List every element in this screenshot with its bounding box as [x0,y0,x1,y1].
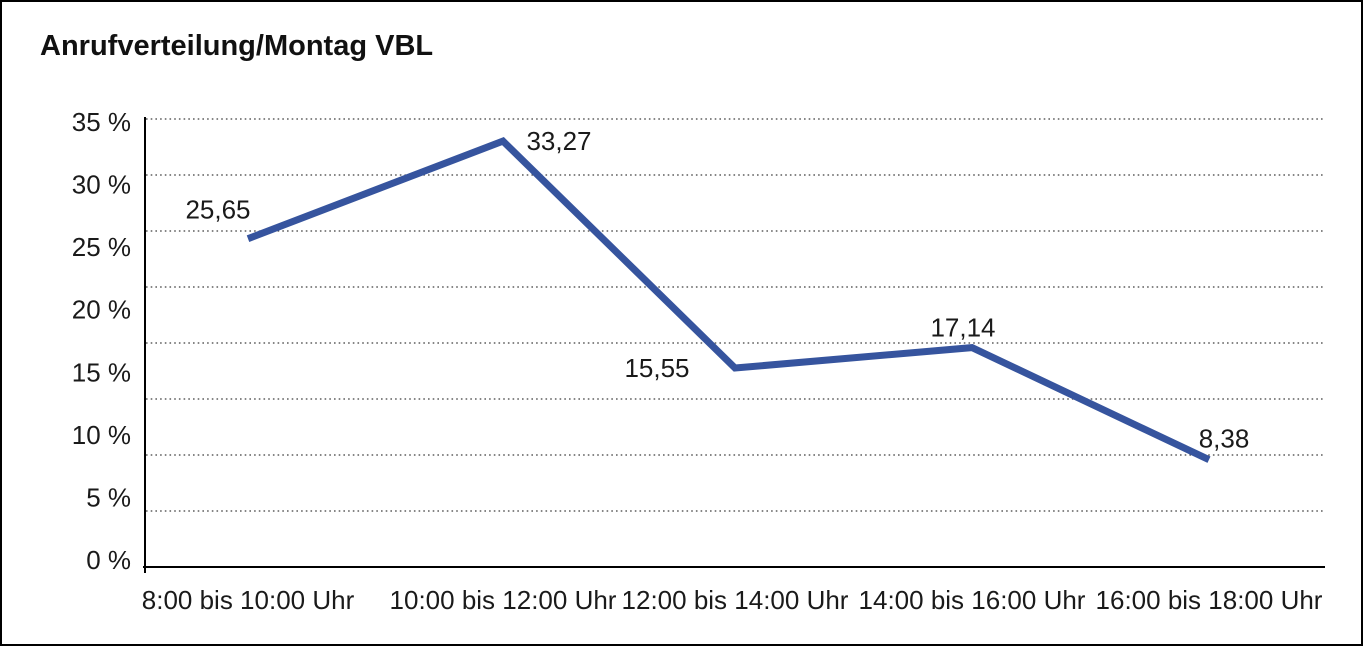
data-point-label: 17,14 [930,313,995,343]
x-axis-tick-label: 14:00 bis 16:00 Uhr [859,585,1086,615]
y-axis-tick-label: 10 % [72,420,131,450]
y-axis-tick-label: 20 % [72,295,131,325]
y-axis-tick-label: 30 % [72,170,131,200]
data-point-label: 15,55 [624,353,689,383]
y-axis-tick-label: 0 % [86,545,131,575]
data-point-label: 25,65 [185,195,250,225]
data-point-label: 8,38 [1199,424,1250,454]
data-series-line [246,137,1211,463]
x-axis-tick-label: 12:00 bis 14:00 Uhr [622,585,849,615]
y-axis-tick-label: 25 % [72,232,131,262]
x-axis-tick-label: 10:00 bis 12:00 Uhr [390,585,617,615]
data-point-label: 33,27 [526,126,591,156]
chart-title: Anrufverteilung/Montag VBL [40,30,434,62]
x-axis-tick-label: 16:00 bis 18:00 Uhr [1096,585,1323,615]
y-axis-tick-label: 5 % [86,482,131,512]
y-axis-tick-label: 15 % [72,357,131,387]
y-axis-tick-label: 35 % [72,107,131,137]
x-axis-tick-label: 8:00 bis 10:00 Uhr [142,585,355,615]
